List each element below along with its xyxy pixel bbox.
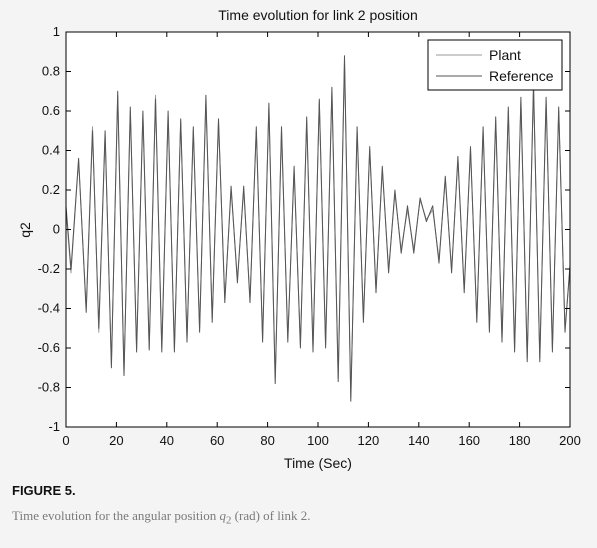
y-tick-label: -0.6 [38,340,60,355]
y-tick-label: -0.8 [38,380,60,395]
x-tick-label: 140 [408,433,430,448]
line-chart: 0 20 40 60 80 100 120 140 160 180 200 1 0.8 0.6 0.4 0.… [17,7,581,471]
x-tick-label: 100 [307,433,329,448]
y-axis-label: q2 [17,222,33,238]
series-line-reference [65,55,571,402]
x-tick-label: 20 [109,433,123,448]
y-tick-label: -0.2 [38,261,60,276]
x-tick-label: 200 [559,433,581,448]
series-layer [65,55,571,402]
caption-symbol: q [219,508,227,523]
y-tick-label: 0.2 [42,182,60,197]
legend-label-reference: Reference [489,68,554,84]
x-tick-label: 180 [509,433,531,448]
x-tick-label: 40 [160,433,174,448]
y-tick-label: 0.8 [42,64,60,79]
caption-text-before: Time evolution for the angular position [12,508,220,523]
figure-label: FIGURE 5. [12,483,76,498]
caption-subscript: 2 [226,514,232,527]
legend-label-plant: Plant [489,47,521,63]
y-tick-label: 0 [53,222,60,237]
figure-caption: Time evolution for the angular position … [12,508,310,527]
caption-text-after: (rad) of link 2. [231,508,311,523]
x-tick-label: 0 [62,433,69,448]
x-axis-label: Time (Sec) [284,455,352,471]
y-axis-ticks: 1 0.8 0.6 0.4 0.2 0 -0.2 -0.4 -0.6 -0.8 -1 [38,24,570,434]
legend: Plant Reference [427,39,563,91]
x-tick-label: 60 [210,433,224,448]
x-tick-label: 80 [260,433,274,448]
y-tick-label: 0.4 [42,143,60,158]
y-tick-label: -0.4 [38,301,60,316]
x-axis-ticks: 0 20 40 60 80 100 120 140 160 180 200 [62,32,581,448]
x-tick-label: 120 [358,433,380,448]
x-tick-label: 160 [458,433,480,448]
plot-background [66,32,570,427]
y-tick-label: 0.6 [42,103,60,118]
legend-box [427,39,563,91]
y-tick-label: 1 [53,24,60,39]
y-tick-label: -1 [48,419,60,434]
chart-title: Time evolution for link 2 position [218,7,417,23]
